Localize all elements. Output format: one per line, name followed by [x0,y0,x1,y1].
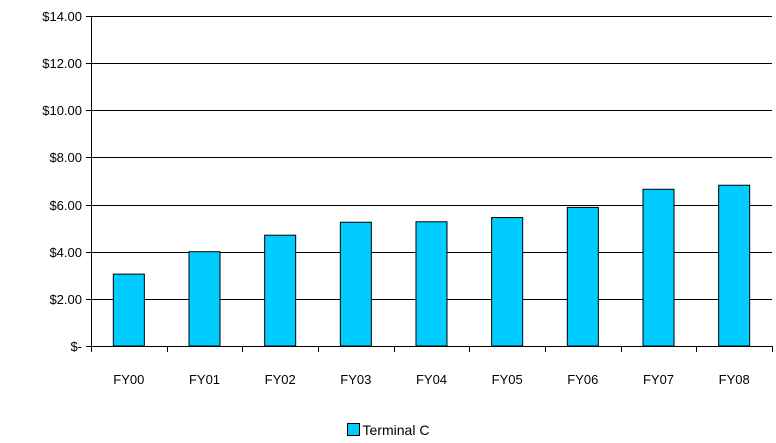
y-tick-label: $10.00 [42,103,82,118]
x-tick-label: FY02 [265,372,296,387]
tick-labels: $- $2.00 $4.00 $6.00 $8.00 $10.00 $12.00 $14.00… [42,9,749,387]
bar-fy04 [415,221,448,347]
legend-swatch [346,423,360,436]
x-tick-label: FY04 [416,372,447,387]
bar-fy00 [112,273,145,347]
axes [86,16,773,352]
x-tick-label: FY03 [340,372,371,387]
y-tick-label: $6.00 [49,198,82,213]
x-tick-label: FY08 [719,372,750,387]
legend-label: Terminal C [362,422,430,438]
x-tick-label: FY06 [567,372,598,387]
y-tick-label: $8.00 [49,150,82,165]
y-tick-label: $12.00 [42,56,82,71]
x-tick-label: FY01 [189,372,220,387]
x-tick-label: FY07 [643,372,674,387]
bar-fy05 [491,217,524,347]
bar-fy02 [264,234,297,347]
x-tick-label: FY05 [492,372,523,387]
bar-fy01 [188,251,221,347]
legend: Terminal C [0,422,776,438]
y-tick-label: $2.00 [49,292,82,307]
bar-fy08 [718,184,751,347]
bar-fy06 [566,206,599,347]
y-tick-label: $4.00 [49,245,82,260]
bar-fy03 [339,221,372,347]
y-tick-label: $14.00 [42,9,82,24]
bars [112,184,751,347]
x-tick-label: FY00 [113,372,144,387]
bar-fy07 [642,188,675,347]
y-tick-label: $- [70,339,82,354]
